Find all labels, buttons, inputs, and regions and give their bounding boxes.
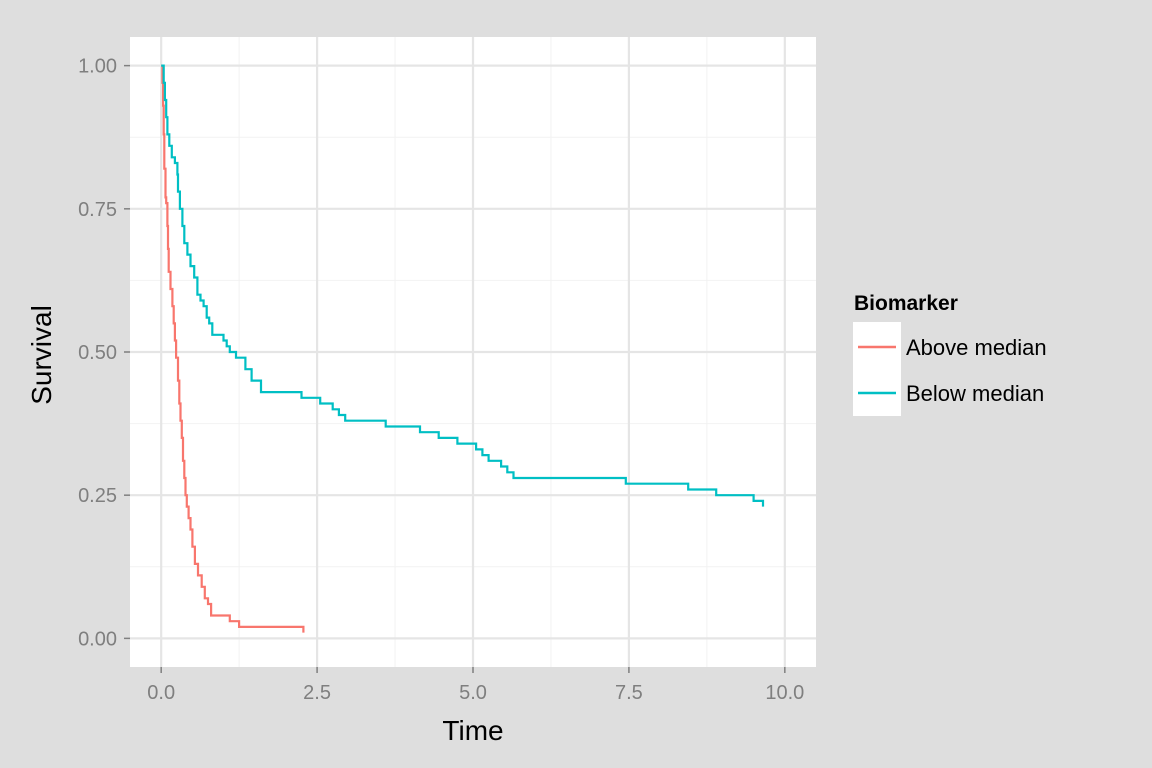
x-tick-label: 5.0 [459, 682, 487, 704]
axis-ticks: 0.0 2.5 5.0 7.5 10.0 0.00 0.25 0.50 0.75 1.00 [78, 56, 804, 704]
legend-label-above-median: Above median [906, 335, 1047, 360]
y-axis-title: Survival [26, 305, 57, 405]
x-tick-label: 7.5 [615, 682, 643, 704]
legend-title: Biomarker [854, 292, 958, 315]
legend-label-below-median: Below median [906, 381, 1044, 406]
series-line-above-median [161, 64, 305, 633]
series-lines [161, 64, 765, 633]
x-tick-label: 10.0 [765, 682, 804, 704]
legend: Biomarker Above median Below median [853, 292, 1047, 416]
legend-keys-background [853, 322, 901, 416]
grid-lines [130, 37, 816, 667]
y-tick-label: 1.00 [78, 56, 117, 78]
y-tick-label: 0.00 [78, 628, 117, 650]
x-axis-title: Time [442, 715, 503, 746]
x-tick-label: 2.5 [303, 682, 331, 704]
series-line-below-median [161, 64, 765, 507]
y-tick-label: 0.25 [78, 485, 117, 507]
y-tick-label: 0.75 [78, 199, 117, 221]
x-tick-label: 0.0 [147, 682, 175, 704]
y-tick-label: 0.50 [78, 342, 117, 364]
